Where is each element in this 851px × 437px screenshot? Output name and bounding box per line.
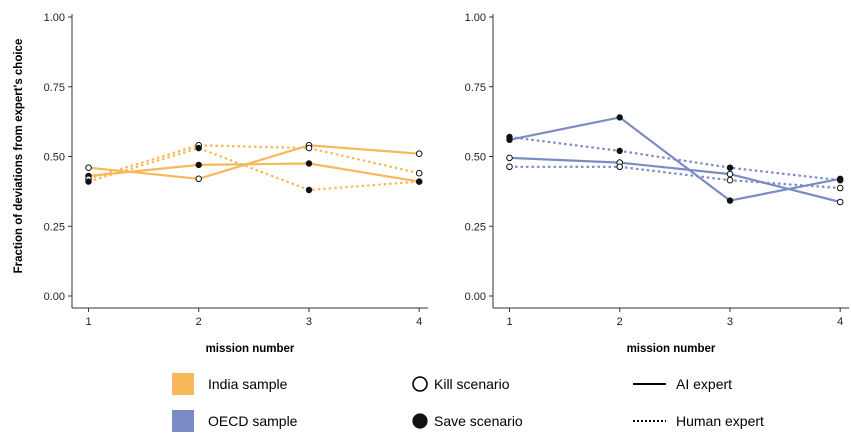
x-axis-title: mission number bbox=[206, 343, 295, 355]
legend-label-human: Human expert bbox=[676, 413, 764, 429]
data-point-save bbox=[616, 114, 623, 121]
x-tick-label: 4 bbox=[837, 316, 843, 328]
series-line-save-human bbox=[88, 147, 420, 192]
data-point-save bbox=[305, 186, 313, 194]
series-line-kill-human bbox=[509, 165, 841, 190]
x-tick-label: 2 bbox=[196, 316, 202, 328]
x-tick-label: 4 bbox=[416, 316, 422, 328]
data-point-kill bbox=[726, 176, 734, 184]
y-tick-label: 0.00 bbox=[44, 291, 65, 303]
series-line-kill-human bbox=[88, 144, 420, 180]
y-axis-title: Fraction of deviations from expert's cho… bbox=[13, 39, 25, 274]
data-point-kill bbox=[305, 144, 313, 152]
y-tick-label: 0.75 bbox=[44, 82, 65, 94]
legend-kill-marker bbox=[412, 376, 428, 392]
y-tick-label: 0.50 bbox=[465, 152, 486, 164]
series-line-save-human bbox=[509, 135, 841, 182]
data-point-kill bbox=[506, 154, 513, 162]
y-tick-label: 1.00 bbox=[465, 12, 486, 24]
x-axis-title: mission number bbox=[627, 343, 716, 355]
y-tick-label: 0.75 bbox=[465, 82, 486, 94]
panel-left: 0.00 0.25 0.50 0.75 1.00 1 2 3 4 mission number Fr… bbox=[13, 12, 428, 355]
y-tick-label: 0.25 bbox=[465, 221, 486, 233]
legend-swatch-oecd bbox=[172, 410, 194, 432]
x-tick-label: 1 bbox=[85, 316, 91, 328]
data-point-kill bbox=[195, 175, 202, 183]
data-point-save bbox=[195, 144, 202, 152]
legend: India sample OECD sample Kill scenario S… bbox=[172, 373, 764, 432]
legend-label-india: India sample bbox=[208, 376, 288, 392]
series-line-save-ai bbox=[88, 162, 420, 183]
data-point-save bbox=[726, 197, 734, 204]
data-point-kill bbox=[726, 170, 734, 178]
x-tick-label: 2 bbox=[617, 316, 623, 328]
series-line-kill-ai bbox=[88, 144, 420, 180]
legend-label-ai: AI expert bbox=[676, 376, 732, 392]
data-point-kill bbox=[85, 164, 92, 171]
x-tick-label: 3 bbox=[727, 316, 733, 328]
data-point-kill bbox=[506, 163, 513, 171]
series-line-kill-ai bbox=[509, 156, 841, 204]
legend-save-marker bbox=[412, 413, 428, 429]
x-tick-label: 3 bbox=[306, 316, 312, 328]
data-point-kill bbox=[616, 163, 624, 171]
data-point-save bbox=[506, 133, 513, 141]
y-tick-label: 1.00 bbox=[44, 12, 65, 24]
data-point-save bbox=[305, 160, 313, 167]
data-point-kill bbox=[415, 150, 423, 157]
legend-label-kill: Kill scenario bbox=[434, 376, 510, 392]
panel-right: 0.00 0.25 0.50 0.75 1.00 1 2 3 4 mission number bbox=[465, 12, 849, 355]
y-tick-label: 0.50 bbox=[44, 152, 65, 164]
data-point-save bbox=[85, 178, 92, 185]
data-point-save bbox=[837, 176, 844, 184]
legend-label-save: Save scenario bbox=[434, 413, 523, 429]
data-point-save bbox=[195, 161, 202, 169]
data-point-kill bbox=[836, 184, 844, 192]
data-point-save bbox=[616, 147, 623, 155]
legend-label-oecd: OECD sample bbox=[208, 413, 298, 429]
data-point-save bbox=[416, 178, 423, 185]
x-tick-label: 1 bbox=[506, 316, 512, 328]
data-point-kill bbox=[415, 169, 423, 177]
data-point-save bbox=[726, 164, 734, 171]
chart-panels: 0.00 0.25 0.50 0.75 1.00 1 2 3 4 mission number Fr… bbox=[13, 12, 849, 355]
data-point-kill bbox=[836, 198, 844, 206]
legend-swatch-india bbox=[172, 373, 194, 395]
y-tick-label: 0.25 bbox=[44, 221, 65, 233]
y-tick-label: 0.00 bbox=[465, 291, 486, 303]
